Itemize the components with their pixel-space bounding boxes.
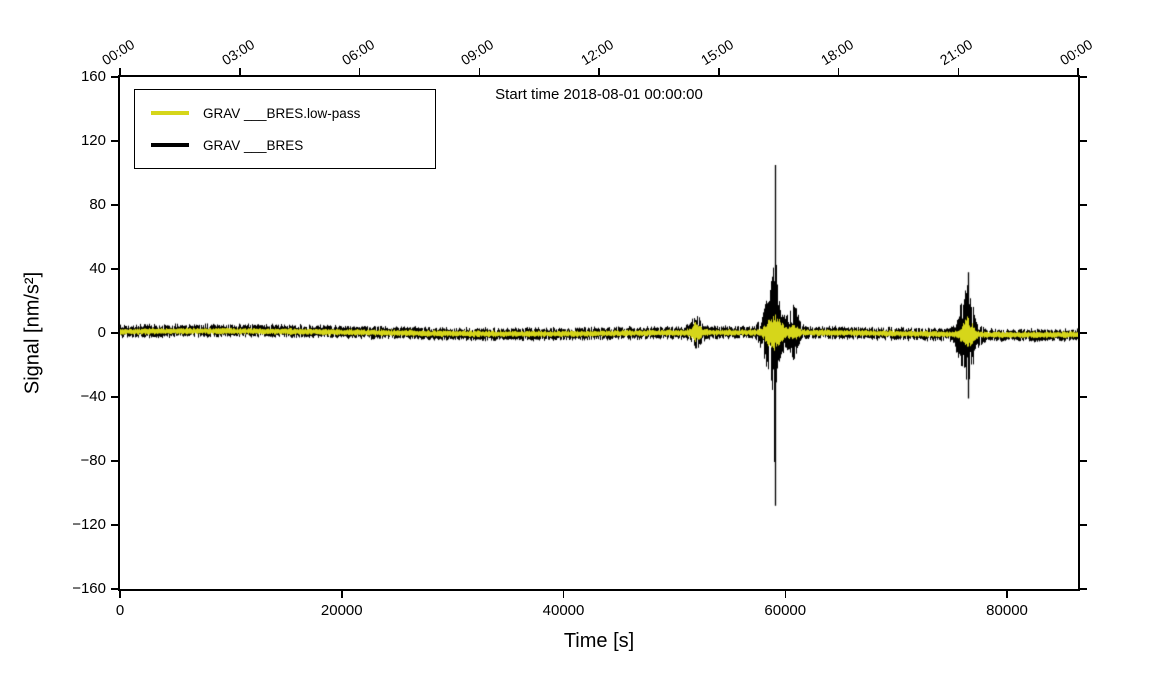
legend-row-raw: GRAV ___BRES [151,135,419,155]
y-tick-label: −120 [72,516,106,533]
y-tick-mark [111,588,118,590]
x-tick-label: 40000 [542,602,585,619]
plot-area: Start time 2018-08-01 00:00:00 GRAV ___B… [72,36,1095,619]
x-tick-mark [1006,591,1008,598]
y-tick-mark-right [1080,332,1087,334]
top-tick-mark [239,68,241,75]
x-tick-label: 80000 [986,602,1028,619]
top-tick-mark [1077,68,1079,75]
y-tick-mark-right [1080,588,1087,590]
y-tick-mark [111,140,118,142]
top-tick-label: 00:00 [1056,36,1096,69]
top-tick-label: 03:00 [218,36,257,69]
legend-label-lowpass: GRAV ___BRES.low-pass [203,105,361,121]
y-tick-label: 160 [80,68,106,85]
y-tick-mark-right [1080,396,1087,398]
x-tick-mark [784,591,787,598]
y-tick-mark [111,76,118,78]
x-tick-label: 0 [115,602,125,619]
y-tick-mark [111,460,118,462]
lowpass-line-swatch [151,111,189,115]
y-tick-label: −40 [80,388,106,405]
plot-title: Start time 2018-08-01 00:00:00 [495,86,703,103]
top-tick-label: 12:00 [577,36,617,69]
x-tick-mark [341,591,343,598]
top-tick-mark [119,68,121,75]
y-tick-label: −160 [72,580,106,597]
y-tick-label: 80 [89,196,106,213]
y-tick-label: 0 [97,324,106,341]
top-tick-mark [598,68,600,75]
y-tick-mark-right [1080,204,1087,206]
y-axis-title: Signal [nm/s²] [21,271,44,395]
y-tick-mark-right [1080,76,1087,78]
x-axis-title: Time [s] [563,630,635,652]
top-tick-mark [718,68,720,75]
legend-row-lowpass: GRAV ___BRES.low-pass [151,103,419,123]
x-tick-mark [562,591,565,598]
top-tick-label: 18:00 [817,36,856,69]
y-tick-label: 120 [80,132,106,149]
raw-line-swatch [151,143,189,147]
top-tick-label: 09:00 [458,36,497,69]
legend: GRAV ___BRES.low-pass GRAV ___BRES [134,89,436,169]
top-tick-label: 21:00 [937,36,976,69]
y-tick-mark-right [1080,460,1087,462]
x-tick-mark [119,591,121,598]
y-tick-label: 40 [89,260,106,277]
top-tick-mark [837,68,840,75]
y-tick-mark [111,332,118,334]
y-tick-mark-right [1080,140,1087,142]
top-tick-mark [478,68,480,75]
y-tick-mark [111,396,118,398]
y-tick-mark [111,524,118,526]
x-tick-label: 20000 [320,602,363,619]
top-tick-mark [358,68,361,75]
y-tick-label: −80 [80,452,106,469]
top-tick-label: 00:00 [98,36,138,69]
top-tick-label: 15:00 [697,36,736,69]
y-tick-mark-right [1080,268,1087,270]
y-tick-mark [111,268,118,270]
y-tick-mark [111,204,118,206]
top-tick-label: 06:00 [338,36,377,69]
legend-label-raw: GRAV ___BRES [203,137,304,153]
x-tick-label: 60000 [764,602,807,619]
top-tick-mark [957,68,959,75]
y-tick-mark-right [1080,524,1087,526]
